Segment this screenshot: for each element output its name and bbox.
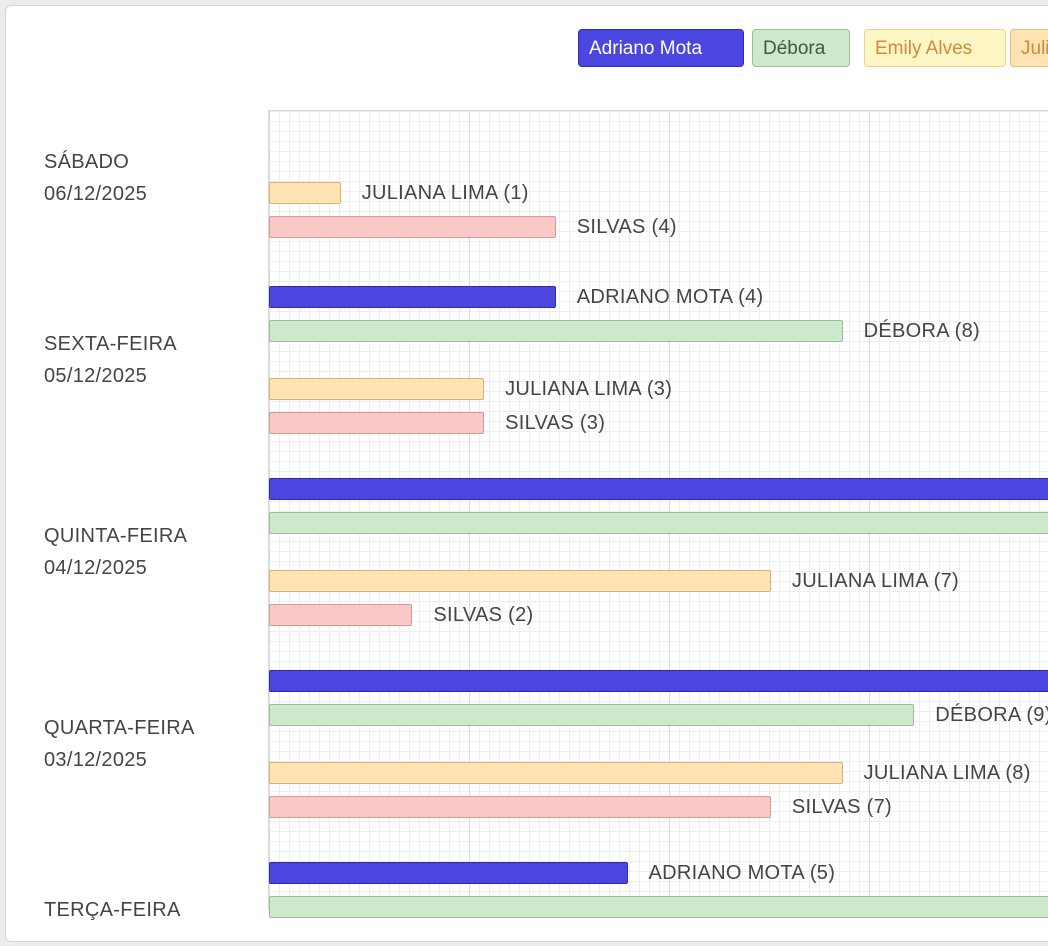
day-date: 03/12/2025 — [44, 749, 148, 771]
day-label: SÁBADO 06/12/2025 — [44, 146, 264, 210]
day-name: QUINTA-FEIRA — [44, 525, 188, 547]
day-date: 05/12/2025 — [44, 365, 148, 387]
bar-silvas[interactable] — [269, 216, 556, 238]
bar-label: JULIANA LIMA (1) — [361, 182, 529, 204]
bar-juliana-lima[interactable] — [269, 762, 843, 784]
bar-d-bora[interactable] — [269, 704, 915, 726]
bar-adriano-mota[interactable] — [269, 286, 556, 308]
bar-label: ADRIANO MOTA (5) — [648, 862, 836, 884]
bar-silvas[interactable] — [269, 796, 771, 818]
bar-juliana-lima[interactable] — [269, 570, 771, 592]
day-name: TERÇA-FEIRA — [44, 899, 181, 921]
bar-adriano-mota[interactable] — [269, 670, 1048, 692]
bar-label: DÉBORA (9) — [935, 704, 1048, 726]
bar-juliana-lima[interactable] — [269, 378, 485, 400]
bar-label: SILVAS (7) — [791, 796, 892, 818]
day-name: SÁBADO — [44, 151, 130, 173]
bar-silvas[interactable] — [269, 412, 485, 434]
day-name: SEXTA-FEIRA — [44, 333, 177, 355]
bar-d-bora[interactable] — [269, 896, 1048, 918]
day-label: QUINTA-FEIRA 04/12/2025 — [44, 520, 264, 584]
day-label: QUARTA-FEIRA 03/12/2025 — [44, 712, 264, 776]
bar-d-bora[interactable] — [269, 512, 1048, 534]
day-label: TERÇA-FEIRA — [44, 894, 264, 926]
bar-label: ADRIANO MOTA (4) — [576, 286, 764, 308]
bar-juliana-lima[interactable] — [269, 182, 341, 204]
legend-item-adriano-mota[interactable]: Adriano Mota — [578, 29, 744, 67]
bar-label: DÉBORA (8) — [863, 320, 980, 342]
day-label: SEXTA-FEIRA 05/12/2025 — [44, 328, 264, 392]
bar-label: JULIANA LIMA (7) — [791, 570, 959, 592]
bar-silvas[interactable] — [269, 604, 413, 626]
bar-d-bora[interactable] — [269, 320, 843, 342]
bar-label: JULIANA LIMA (3) — [505, 378, 673, 400]
day-name: QUARTA-FEIRA — [44, 717, 195, 739]
day-date: 04/12/2025 — [44, 557, 148, 579]
legend-item-emily-alves[interactable]: Emily Alves — [864, 29, 1006, 67]
bar-adriano-mota[interactable] — [269, 862, 628, 884]
legend-item-d-bora[interactable]: Débora — [752, 29, 850, 67]
bar-label: SILVAS (2) — [433, 604, 534, 626]
bar-label: JULIANA LIMA (8) — [863, 762, 1031, 784]
bar-label: SILVAS (3) — [505, 412, 606, 434]
bar-label: SILVAS (4) — [576, 216, 677, 238]
day-date: 06/12/2025 — [44, 183, 148, 205]
legend-item-juliana-lima[interactable]: Juliana Lima — [1010, 29, 1048, 67]
bar-adriano-mota[interactable] — [269, 478, 1048, 500]
